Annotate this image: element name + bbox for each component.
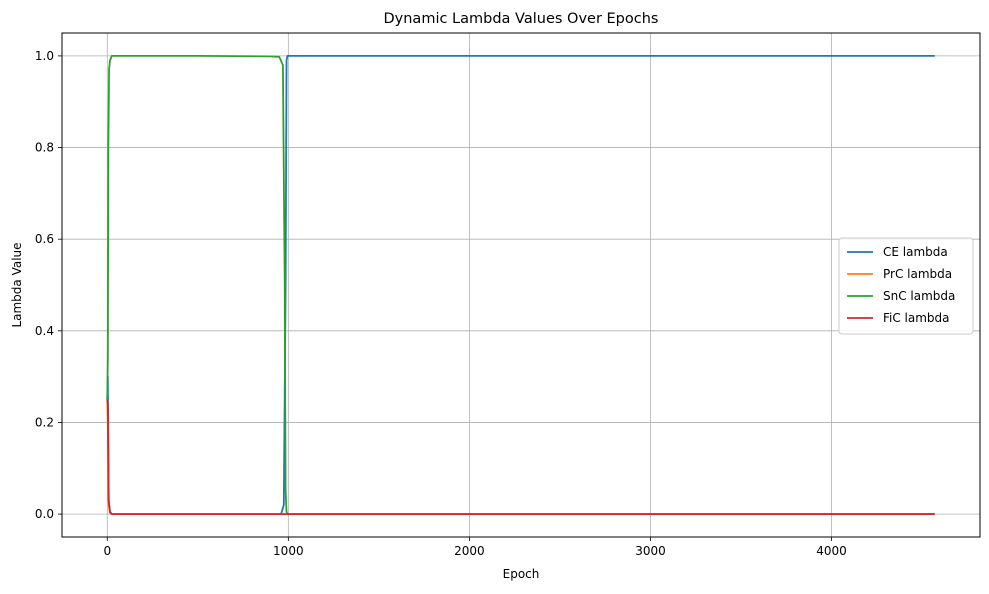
series-line-1 — [106, 55, 935, 515]
legend-label: SnC lambda — [883, 289, 955, 303]
plot-frame — [61, 32, 981, 538]
tick-layer: 0 1000 2000 3000 4000 0.0 0.2 0.4 0.6 0.8 1.0 — [35, 49, 847, 558]
x-tick-label: 0 — [103, 544, 111, 558]
y-tick-label: 1.0 — [35, 49, 54, 63]
series-layer — [106, 55, 935, 515]
y-tick-label: 0.6 — [35, 232, 54, 246]
series-line-2 — [106, 399, 935, 515]
y-tick-label: 0.2 — [35, 415, 54, 429]
x-tick-label: 2000 — [454, 544, 485, 558]
y-tick-label: 0.0 — [35, 507, 54, 521]
series-line-4 — [106, 399, 935, 515]
x-tick-label: 1000 — [273, 544, 304, 558]
legend-box — [838, 237, 974, 335]
legend-label: FiC lambda — [883, 311, 950, 325]
legend-label: CE lambda — [883, 245, 948, 259]
x-tick-label: 4000 — [816, 544, 847, 558]
series-line-3 — [106, 55, 935, 515]
x-tick-label: 3000 — [635, 544, 666, 558]
chart-title: Dynamic Lambda Values Over Epochs — [384, 11, 659, 27]
y-tick-label: 0.4 — [35, 324, 54, 338]
x-axis-label: Epoch — [503, 567, 540, 581]
legend: CE lambda PrC lambda SnC lambda FiC lambda — [838, 237, 974, 335]
legend-label: PrC lambda — [883, 267, 952, 281]
y-tick-label: 0.8 — [35, 141, 54, 155]
y-axis-label: Lambda Value — [10, 242, 24, 327]
